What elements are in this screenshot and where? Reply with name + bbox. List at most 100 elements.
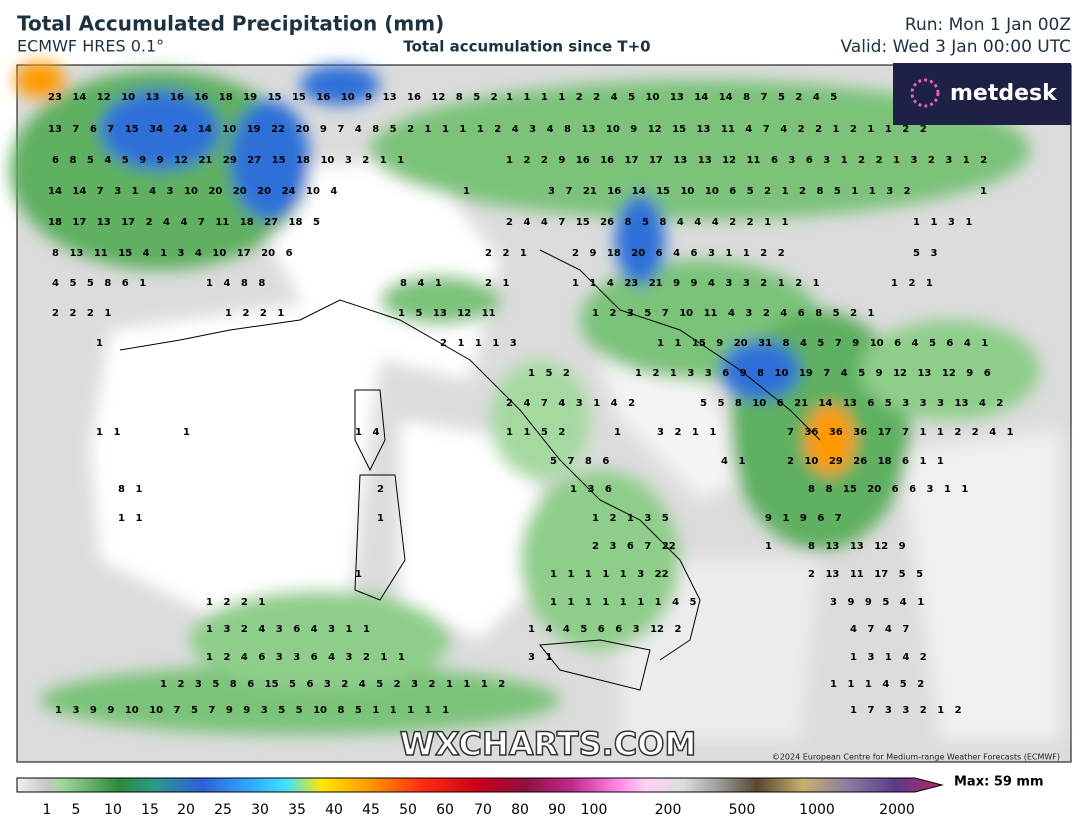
- map-label: 2 2 2 1: [52, 308, 111, 319]
- colorbar-tick-label: 10: [104, 802, 122, 818]
- map-label: 1 1 1 4 5 2: [830, 679, 924, 690]
- map-label: 4 1: [721, 456, 745, 467]
- colorbar-tick-label: 80: [511, 802, 529, 818]
- map-label: 2 1: [485, 278, 509, 289]
- logo-background: [893, 63, 1071, 125]
- map-label: 4 5 5 8 6 1: [52, 278, 146, 289]
- map-label: 1: [96, 338, 103, 349]
- map-label: 1: [355, 569, 362, 580]
- map-label: 1 1 1 1 1 3 22: [550, 569, 669, 580]
- map-label: 18 17 13 17 2 4 4 7 11 18 27 18 5: [48, 217, 320, 228]
- map-label: 8 13 11 15 4 1 3 4 10 17 20 6: [52, 248, 293, 259]
- map-label: 8 8 15 20 6 6 3 1 1: [808, 484, 968, 495]
- map-label: 8 1: [118, 484, 142, 495]
- map-label: 6 8 5 4 5 9 9 12 21 29 27 15 18 10 3 2 1…: [52, 155, 404, 166]
- copyright: ©2024 European Centre for Medium-range W…: [772, 753, 1060, 762]
- map-label: 3 1: [528, 652, 552, 663]
- map-label: 2 4 4 7 15 26 8 5 8 4 4 4 2 2 1 1: [506, 217, 789, 228]
- title: Total Accumulated Precipitation (mm): [17, 12, 444, 36]
- map-label: 8 4 1: [400, 278, 442, 289]
- map-label: 1 1 5 2: [506, 427, 565, 438]
- map-label: 1 4: [355, 427, 379, 438]
- map-label: 1: [765, 541, 772, 552]
- map-label: 1: [614, 427, 621, 438]
- logo-box: metdesk: [893, 63, 1071, 125]
- map-label: 2 10 29 26 18 6 1 1: [787, 456, 944, 467]
- map-label: 1 7 3 3 2 1 2: [850, 705, 962, 716]
- map-label: 1 1 3 1: [913, 217, 972, 228]
- map-label: 1 1: [96, 427, 120, 438]
- map-label: 2 2 1: [485, 248, 527, 259]
- map-label: 1: [377, 513, 384, 524]
- watermark: WXCHARTS.COM: [400, 725, 697, 763]
- colorbar-tick-label: 30: [251, 802, 269, 818]
- map-label: 1 2 1: [891, 278, 933, 289]
- map-label: 1 3 2 4 3 6 4 3 1 1: [206, 624, 370, 635]
- colorbar-tick-label: 35: [288, 802, 306, 818]
- max-label: Max: 59 mm: [954, 775, 1044, 790]
- map-label: 1 1 1 1 2 2 4 5 10 13 14 14 8 7 5 2 4 5: [506, 92, 837, 103]
- colorbar-tick-label: 40: [325, 802, 343, 818]
- colorbar-tick-label: 20: [177, 802, 195, 818]
- colorbar-tick-label: 25: [214, 802, 232, 818]
- colorbar-tick-label: 60: [436, 802, 454, 818]
- map-label: 2 1 1 1 3: [440, 338, 517, 349]
- colorbar-tick-label: 500: [729, 802, 756, 818]
- colorbar-tick-label: 50: [399, 802, 417, 818]
- map-label: 1 1 15 9 20 31 8 4 5 7 9 10 6 4 5 6 4 1: [657, 338, 988, 349]
- model: ECMWF HRES 0.1°: [17, 37, 164, 56]
- map-label: 1 2 4 6 3 3 6 4 3 2 1 1: [206, 652, 405, 663]
- map-label: 1 3 6: [570, 484, 612, 495]
- map-label: 1 1 1 1 1 1 1 4 5: [550, 597, 697, 608]
- map-label: 1 2 2 1: [225, 308, 284, 319]
- map-label: 7 36 36 36 17 7 1 1 2 2 4 1: [787, 427, 1014, 438]
- map-label: 3 2 1 1: [657, 427, 716, 438]
- colorbar-tick-label: 200: [655, 802, 682, 818]
- colorbar-tick-label: 45: [362, 802, 380, 818]
- map-label: 2 9 18 20 6 4 6 3 1 1 2 2: [572, 248, 785, 259]
- map-label: 1 2 2 1: [206, 597, 265, 608]
- colorbar-tick-label: 15: [141, 802, 159, 818]
- map-label: 2 3 6 7 22: [592, 541, 676, 552]
- map: [10, 62, 1072, 763]
- map-label: 1: [183, 427, 190, 438]
- map-label: 1 5 2: [528, 368, 570, 379]
- colorbar: [16, 777, 944, 793]
- colorbar-tick-label: 100: [581, 802, 608, 818]
- map-label: 1 1: [118, 513, 142, 524]
- map-label: 1: [980, 186, 987, 197]
- map-label: 2: [377, 484, 384, 495]
- map-label: 3 9 9 5 4 1: [830, 597, 924, 608]
- colorbar-tick-label: 70: [474, 802, 492, 818]
- map-label: 1 2 3 5 8 6 15 5 6 3 2 4 5 2 3 2 1 1 1 2: [160, 679, 505, 690]
- logo-mark: [910, 78, 940, 108]
- valid: Valid: Wed 3 Jan 00:00 UTC: [841, 37, 1072, 57]
- map-label: 1 4 4 5 6 6 3 12 2: [528, 624, 681, 635]
- map-label: 1 5 13 12 11: [398, 308, 496, 319]
- colorbar-tick-label: 5: [72, 802, 81, 818]
- map-label: 14 14 7 3 1 4 3 10 20 20 20 24 10 4: [48, 186, 337, 197]
- colorbar-tick-label: 90: [548, 802, 566, 818]
- run: Run: Mon 1 Jan 00Z: [905, 15, 1071, 35]
- logo: metdesk: [950, 81, 1058, 106]
- map-label: 1: [463, 186, 470, 197]
- map-label: 1 2 3 5 7 10 11 4 3 2 4 6 8 5 2 1: [592, 308, 875, 319]
- map-label: 3 7 21 16 14 15 10 10 6 5 2 1 2 8 5 1 1 …: [548, 186, 911, 197]
- map-label: 1 2 2 9 16 16 17 17 13 13 12 11 6 3 6 3 …: [506, 155, 987, 166]
- map-label: 1 2 1 3 5: [592, 513, 669, 524]
- map-label: 1 4 8 8: [206, 278, 265, 289]
- map-labels: 23 14 12 10 13 16 16 18 19 15 15 16 10 9…: [48, 92, 1014, 716]
- map-label: 1 3 9 9 10 10 7 5 7 9 9 3 5 5 10 8 5 1 1…: [55, 705, 449, 716]
- map-label: 5 5 8 10 6 21 14 13 6 5 3 3 3 13 4 2: [700, 398, 1003, 409]
- map-label: 8 13 13 12 9: [808, 541, 906, 552]
- coastlines: [119, 249, 821, 691]
- map-label: 1 2 1 3 3 6 9 8 10 19 7 4 5 9 12 13 12 9…: [635, 368, 991, 379]
- map-label: 23 14 12 10 13 16 16 18 19 15 15 16 10 9…: [48, 92, 498, 103]
- map-label: 5 3: [913, 248, 937, 259]
- map-label: 1 3 1 4 2: [850, 652, 927, 663]
- map-label: 4 7 4 7: [850, 624, 909, 635]
- map-label: 9 1 9 6 7: [765, 513, 842, 524]
- map-label: 2 13 11 17 5 5: [808, 569, 923, 580]
